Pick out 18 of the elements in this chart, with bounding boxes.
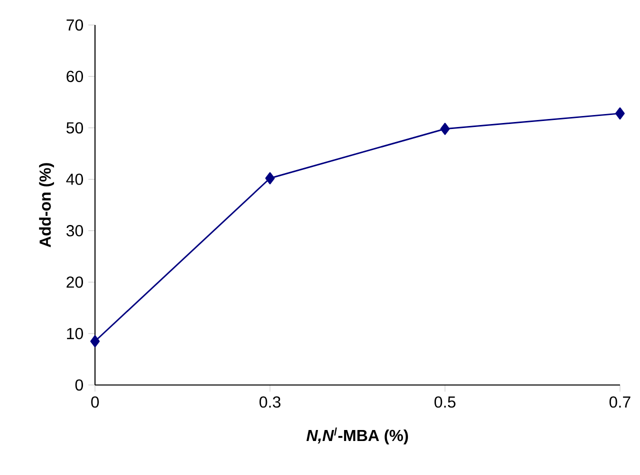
y-tick-label: 0	[75, 379, 84, 391]
x-tick-label: 0.5	[434, 396, 456, 408]
point	[615, 107, 625, 120]
point	[440, 122, 450, 135]
y-tick-label: 30	[66, 225, 84, 236]
y-tick-label: 10	[67, 328, 84, 340]
x-axis-title: N,N$^{/}$-MBA (%)	[306, 428, 408, 444]
y-tick-label: 40	[66, 174, 84, 185]
y-tick-label: 60	[66, 70, 84, 82]
y-axis-title: Add-on (%)	[39, 163, 54, 248]
point	[265, 172, 275, 184]
y-tick-label: 70	[66, 19, 84, 31]
x-tick-label: 0.3	[260, 396, 280, 408]
y-tick-label: 50	[66, 122, 84, 134]
y-tick-label: 20	[66, 276, 84, 288]
point	[90, 335, 100, 348]
x-tick-label: 0	[91, 396, 99, 408]
x-tick-label: 0.7	[610, 396, 630, 408]
